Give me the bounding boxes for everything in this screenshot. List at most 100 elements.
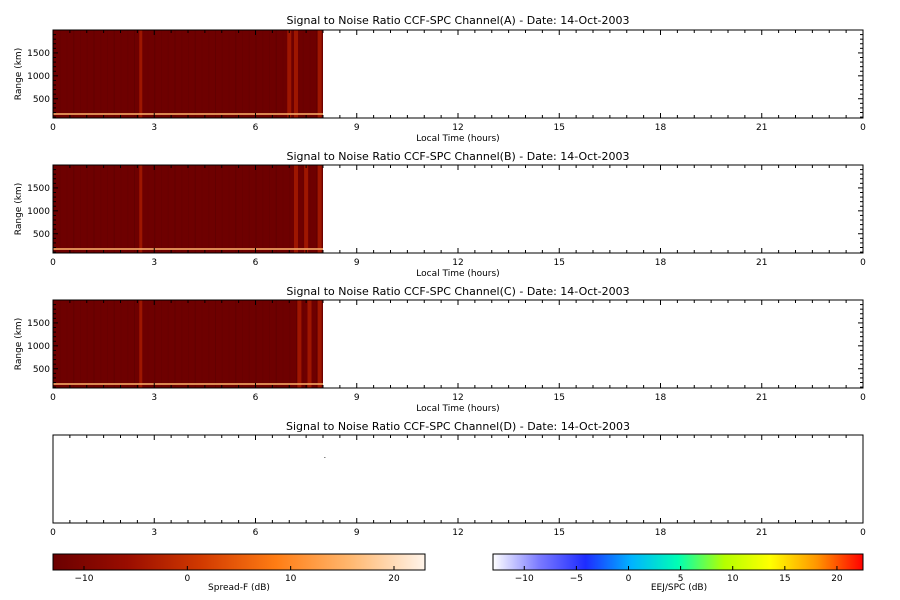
x-tick-label: 0 (50, 123, 56, 133)
colorbar-tick-label: 10 (285, 574, 297, 584)
heatmap-texture (59, 300, 61, 388)
heatmap-texture (309, 165, 311, 253)
x-tick-label: 12 (452, 393, 463, 403)
heatmap-texture (127, 300, 129, 388)
heatmap-texture (269, 30, 270, 118)
colorbar-label: Spread-F (dB) (208, 583, 270, 593)
x-tick-label: 0 (50, 528, 56, 538)
heatmap-region (53, 165, 323, 253)
heatmap-texture (208, 30, 210, 118)
x-tick-label: 9 (354, 393, 360, 403)
heatmap-texture (235, 300, 237, 388)
heatmap-texture (161, 30, 162, 118)
heatmap-texture (269, 300, 270, 388)
x-tick-label: 21 (756, 258, 767, 268)
heatmap-texture (201, 300, 203, 388)
x-axis-label: Local Time (hours) (416, 134, 499, 144)
heatmap-bright-column (307, 300, 312, 388)
heatmap-bright-column (317, 300, 322, 388)
x-tick-label: 15 (554, 123, 565, 133)
heatmap-texture (221, 165, 223, 253)
panel-channel-a: Signal to Noise Ratio CCF-SPC Channel(A)… (14, 14, 866, 144)
heatmap-texture (262, 300, 264, 388)
heatmap-texture (134, 300, 135, 388)
y-tick-label: 500 (33, 95, 50, 105)
colorbar-label: EEJ/SPC (dB) (651, 583, 707, 593)
colorbar-eej-spc: EEJ/SPC (dB) −10 −5 0 5 10 15 20 (492, 553, 864, 593)
heatmap-texture (174, 30, 176, 118)
x-tick-label: 0 (860, 393, 866, 403)
heatmap-texture (302, 165, 304, 253)
heatmap-texture (80, 165, 81, 253)
heatmap-bright-column (287, 30, 292, 118)
heatmap-texture (248, 165, 250, 253)
heatmap-bright-column (317, 30, 322, 118)
heatmap-texture (289, 300, 291, 388)
heatmap-texture (86, 165, 88, 253)
heatmap-texture (120, 165, 122, 253)
heatmap-texture (59, 30, 61, 118)
heatmap-texture (282, 300, 284, 388)
heatmap-texture (235, 30, 237, 118)
x-tick-label: 9 (354, 528, 360, 538)
heatmap-texture (282, 165, 284, 253)
x-tick-label: 3 (151, 258, 157, 268)
y-tick-label: 1000 (27, 342, 50, 352)
heatmap-texture (242, 300, 243, 388)
heatmap-texture (194, 30, 196, 118)
heatmap-texture (248, 30, 250, 118)
x-tick-label: 0 (50, 393, 56, 403)
panel-channel-d: Signal to Noise Ratio CCF-SPC Channel(D)… (50, 420, 866, 538)
heatmap-texture (167, 300, 169, 388)
heatmap-texture (201, 30, 203, 118)
heatmap-texture (147, 165, 149, 253)
heatmap-texture (296, 300, 297, 388)
y-axis-label: Range (km) (14, 318, 24, 370)
x-tick-label: 12 (452, 258, 463, 268)
colorbar-tick-label: 5 (678, 574, 684, 584)
heatmap-texture (269, 165, 270, 253)
colorbar-tick-label: 0 (626, 574, 632, 584)
x-tick-label: 18 (655, 258, 667, 268)
x-tick-label: 3 (151, 528, 157, 538)
heatmap-texture (228, 300, 230, 388)
heatmap-texture (242, 30, 243, 118)
heatmap-texture (255, 300, 257, 388)
heatmap-texture (127, 30, 129, 118)
heatmap-texture (221, 30, 223, 118)
x-tick-label: 12 (452, 123, 463, 133)
x-axis-label: Local Time (hours) (416, 404, 499, 414)
x-tick-label: 3 (151, 393, 157, 403)
heatmap-texture (100, 300, 102, 388)
heatmap-texture (113, 300, 115, 388)
x-tick-label: 15 (554, 393, 565, 403)
heatmap-texture (167, 165, 169, 253)
heatmap-texture (161, 300, 162, 388)
heatmap-texture (73, 165, 75, 253)
colorbar-bar (52, 553, 426, 571)
heatmap-texture (242, 165, 243, 253)
x-tick-label: 21 (756, 528, 767, 538)
y-axis-label: Range (km) (14, 183, 24, 235)
y-tick-label: 1500 (27, 184, 50, 194)
colorbar-tick-label: 10 (727, 574, 739, 584)
heatmap-texture (86, 30, 88, 118)
heatmap-texture (174, 165, 176, 253)
heatmap-texture (188, 165, 189, 253)
heatmap-texture (248, 300, 250, 388)
x-tick-label: 6 (253, 123, 259, 133)
heatmap-texture (201, 165, 203, 253)
heatmap-texture (154, 165, 156, 253)
heatmap-texture (66, 30, 68, 118)
heatmap-texture (100, 165, 102, 253)
heatmap-texture (309, 30, 311, 118)
heatmap-region (53, 300, 323, 388)
y-tick-label: 500 (33, 365, 50, 375)
plot-frame (52, 434, 864, 524)
heatmap-texture (100, 30, 102, 118)
heatmap-texture (120, 30, 122, 118)
heatmap-texture (93, 300, 95, 388)
heatmap-texture (59, 165, 61, 253)
panel-channel-c: Signal to Noise Ratio CCF-SPC Channel(C)… (14, 285, 866, 414)
colorbar-tick-label: 15 (779, 574, 790, 584)
